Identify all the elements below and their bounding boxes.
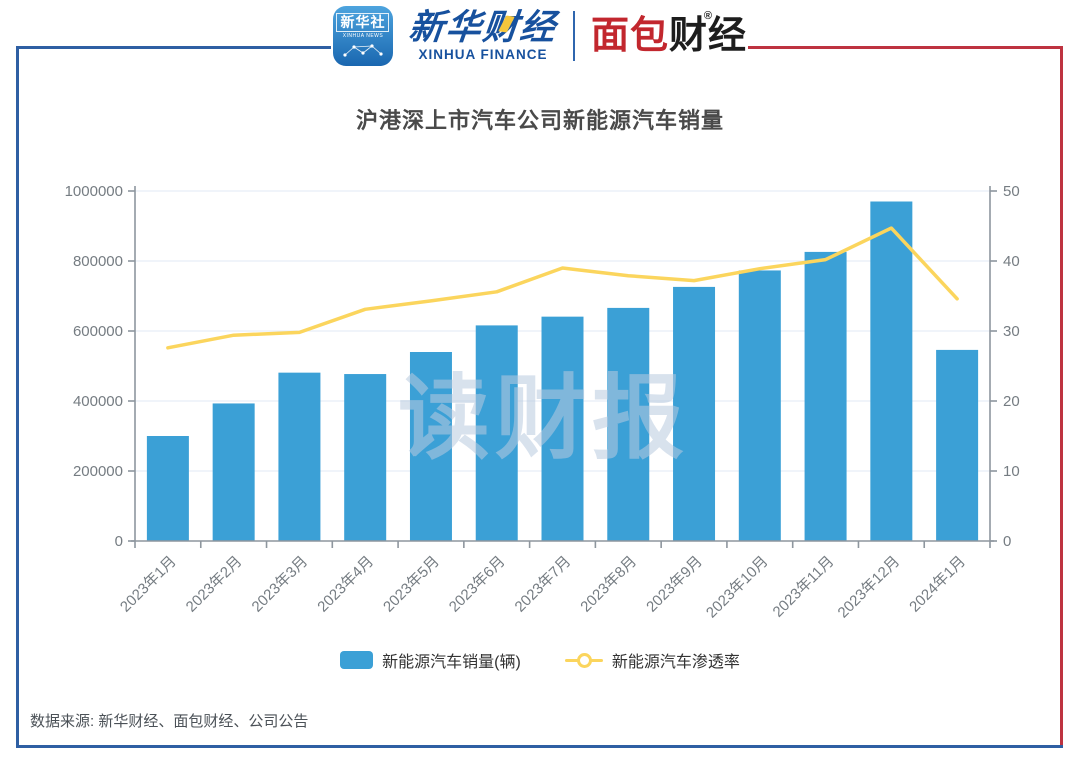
legend-label-penetration: 新能源汽车渗透率 (611, 654, 740, 671)
network-constellation-icon (343, 44, 383, 57)
left-tick-label: 0 (115, 533, 123, 550)
chart-title: 沪港深上市汽车公司新能源汽车销量 (355, 108, 724, 133)
bar-2023年9月 (673, 286, 716, 541)
x-tick-label: 2023年5月 (380, 553, 443, 616)
right-tick-label: 30 (1003, 323, 1020, 340)
bar-2023年5月 (409, 352, 452, 541)
bar-2023年3月 (278, 372, 321, 541)
right-tick-label: 40 (1003, 253, 1020, 270)
x-tick-label: 2023年11月 (770, 553, 838, 621)
legend-item-penetration[interactable]: 新能源汽车渗透率 (564, 648, 740, 672)
bar-2023年7月 (541, 316, 584, 541)
xinhua-finance-en: XINHUA FINANCE (418, 47, 548, 63)
x-tick-label: 2024年1月 (906, 553, 969, 616)
penetration-line (166, 226, 959, 350)
logo-divider (572, 11, 575, 61)
xinhua-finance-logo: 新华财经 XINHUA FINANCE (407, 8, 559, 63)
x-tick-label: 2023年10月 (703, 553, 772, 622)
x-tick-label: 2023年7月 (512, 553, 575, 616)
x-tick-label: 2023年2月 (183, 553, 246, 616)
left-tick-label: 600000 (73, 323, 123, 340)
left-tick-label: 400000 (73, 393, 123, 410)
x-tick-label: 2023年12月 (835, 553, 904, 622)
frame-border-top-left (16, 46, 331, 49)
bar-2023年8月 (607, 307, 650, 541)
left-tick-label: 1000000 (65, 183, 123, 200)
xinhua-news-app-icon: 新华社 XINHUA NEWS (332, 6, 393, 66)
legend-label-sales: 新能源汽车销量(辆) (382, 654, 521, 671)
frame-border-left (16, 46, 19, 748)
legend-item-sales[interactable]: 新能源汽车销量(辆) (340, 648, 521, 672)
data-source: 数据来源: 新华财经、面包财经、公司公告 (30, 713, 309, 730)
x-tick-label: 2023年3月 (249, 553, 312, 616)
header-logos: 新华社 XINHUA NEWS 新华财经 XINHUA FINANCE 面包财经… (0, 6, 1080, 66)
x-tick-label: 2023年1月 (117, 553, 180, 616)
right-tick-label: 20 (1003, 393, 1020, 410)
bar-2023年6月 (475, 325, 518, 541)
mianbao-wordmark-red: 面包 (590, 15, 669, 57)
bar-2023年1月 (146, 436, 189, 541)
x-tick-label: 2023年4月 (314, 553, 377, 616)
x-tick-label: 2023年8月 (577, 553, 640, 616)
registered-trademark-icon: ® (703, 10, 714, 22)
frame-border-right (1060, 46, 1063, 748)
xinhua-news-app-title: 新华社 (336, 13, 390, 32)
xinhua-news-app-subtitle: XINHUA NEWS (342, 33, 384, 39)
right-tick-label: 50 (1003, 183, 1020, 200)
x-tick-label: 2023年9月 (643, 553, 706, 616)
frame-border-top-right (748, 46, 1063, 49)
x-tick-label: 2023年6月 (446, 553, 509, 616)
bar-2023年10月 (738, 270, 781, 541)
left-tick-label: 200000 (73, 463, 123, 480)
frame-border-bottom (16, 745, 1063, 748)
left-tick-label: 800000 (73, 253, 123, 270)
mianbao-finance-logo: 面包财经 ® (590, 11, 748, 57)
mianbao-wordmark-dark: 财经 (669, 15, 748, 57)
bar-2023年12月 (870, 201, 913, 541)
right-tick-label: 10 (1003, 463, 1020, 480)
bar-swatch-icon (340, 651, 374, 669)
bar-2024年1月 (936, 349, 979, 541)
bar-2023年2月 (212, 403, 255, 541)
bar-2023年11月 (804, 251, 847, 541)
chart-legend: 新能源汽车销量(辆) 新能源汽车渗透率 (0, 648, 1080, 672)
right-tick-label: 0 (1003, 533, 1011, 550)
bar-2023年4月 (344, 374, 387, 541)
line-marker-icon (564, 651, 603, 669)
